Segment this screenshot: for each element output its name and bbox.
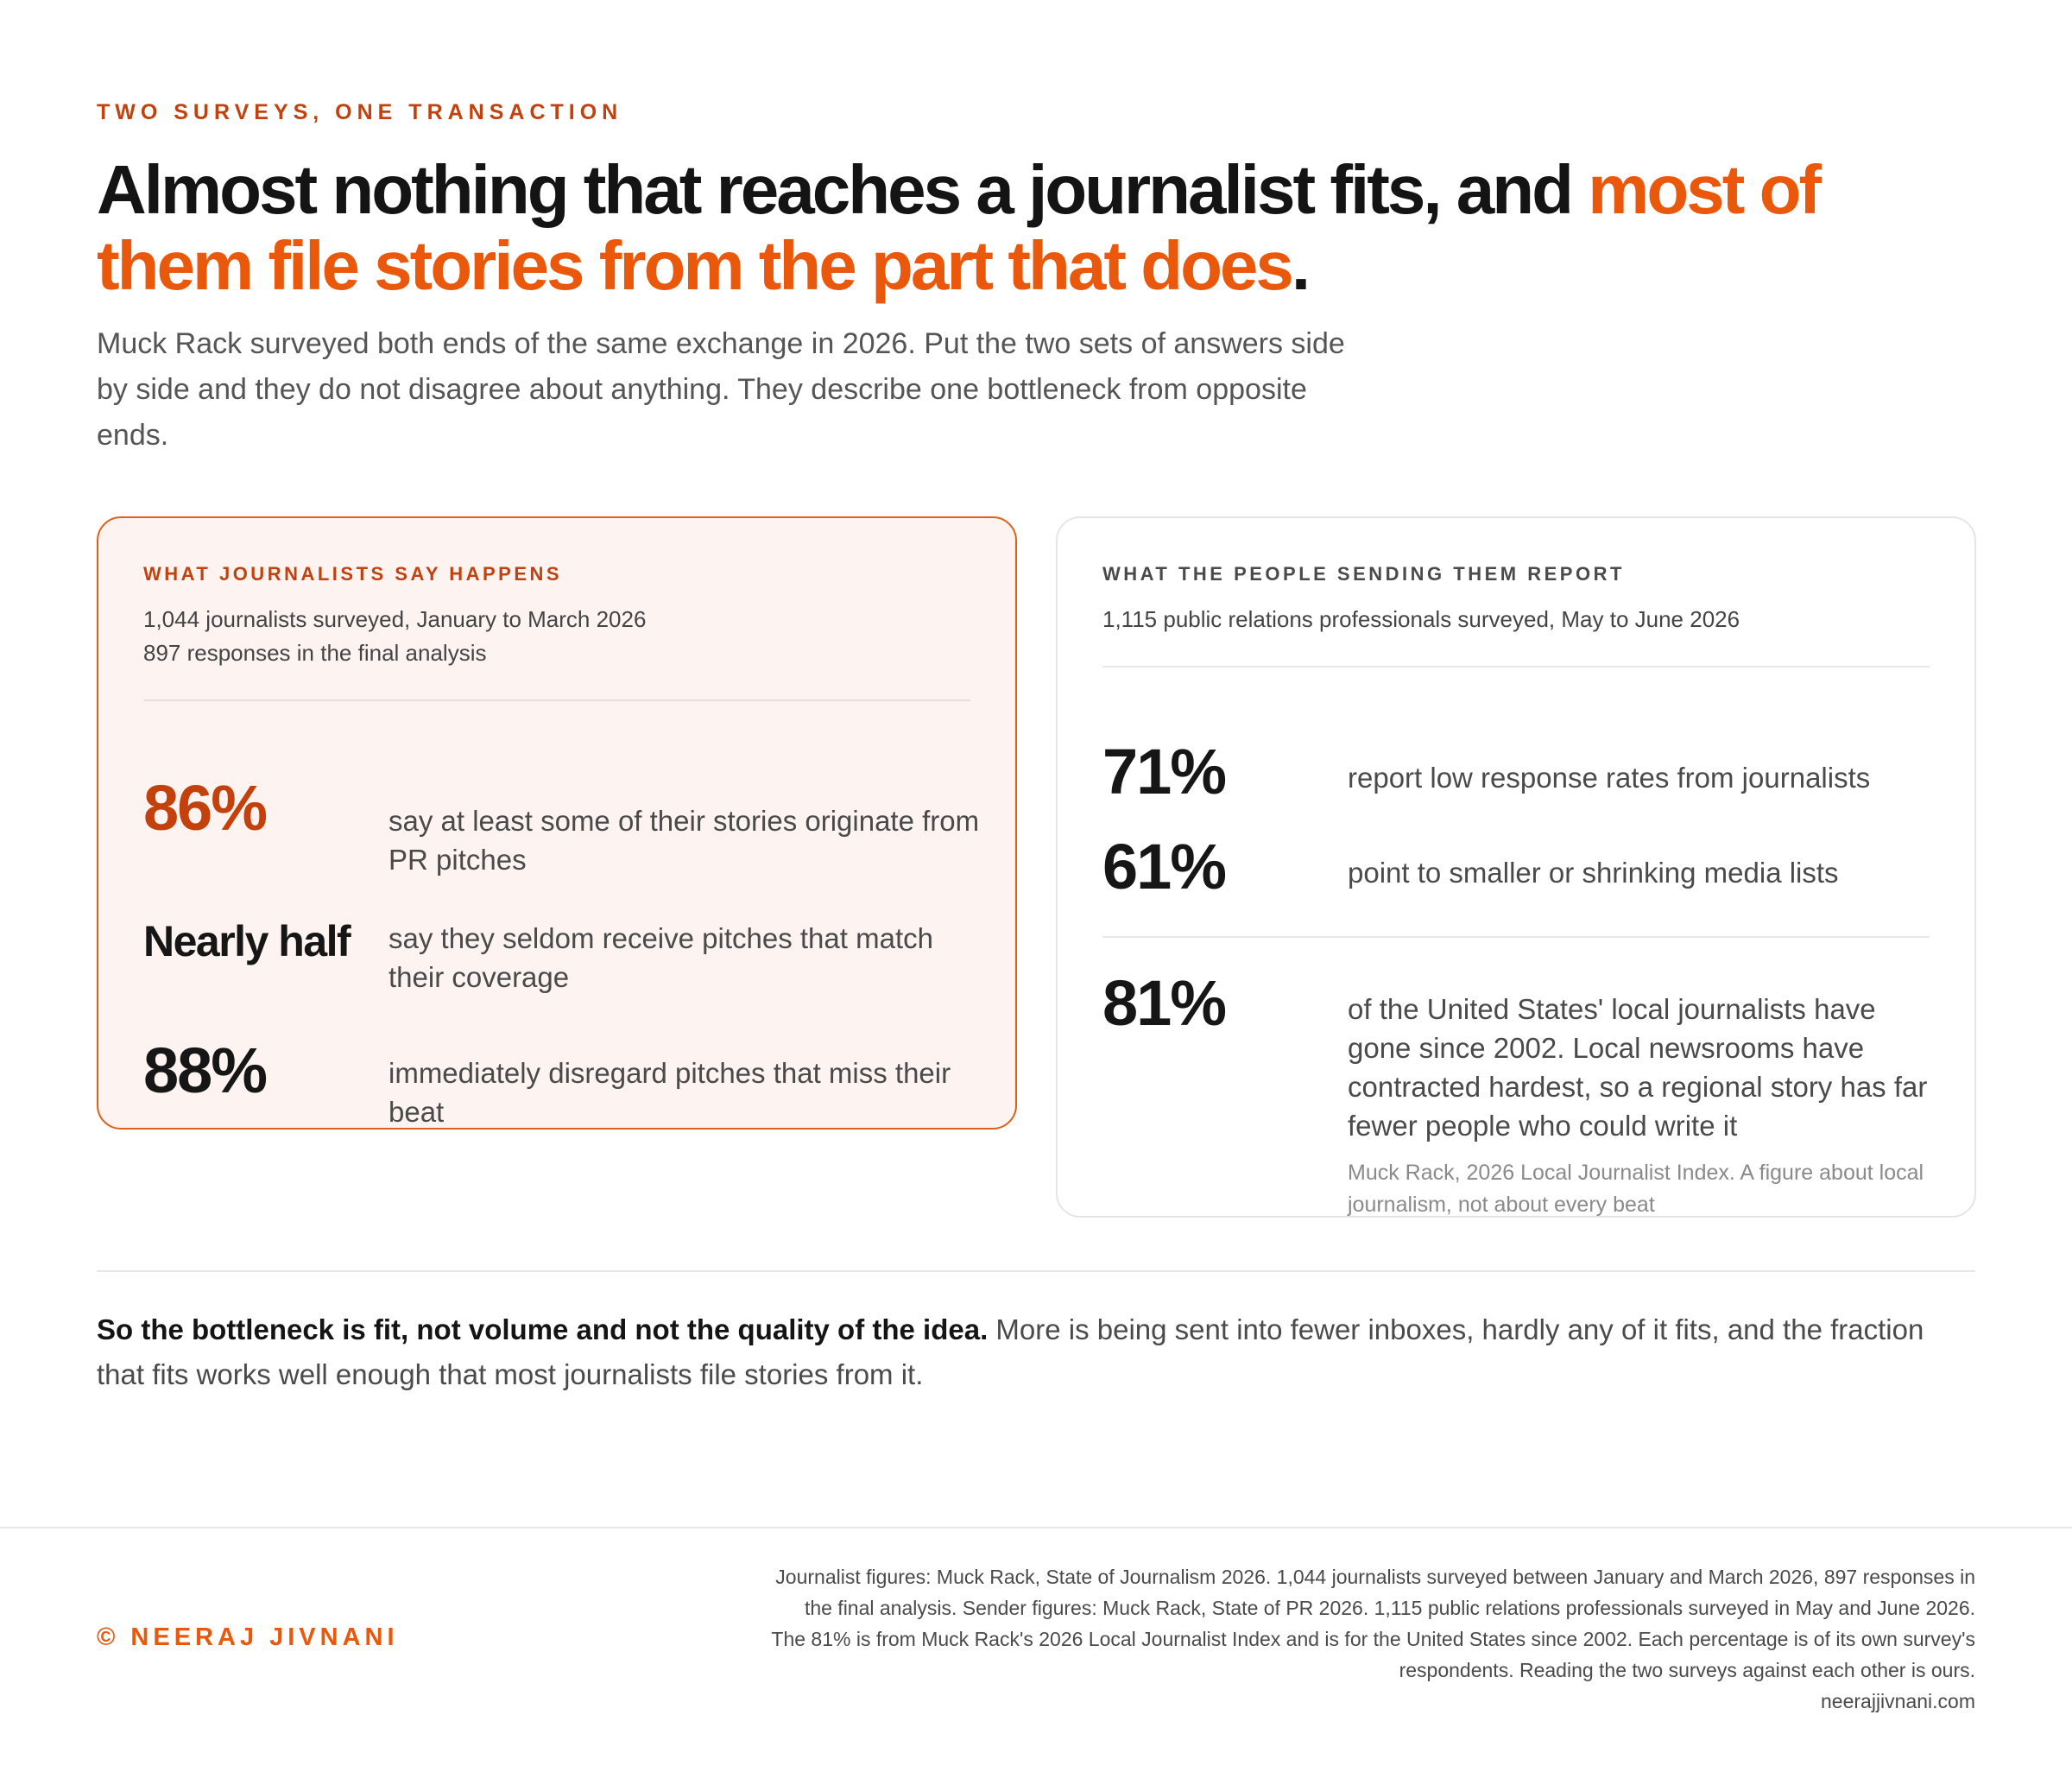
senders-card-meta: 1,115 public relations professionals sur…: [1102, 603, 1930, 636]
journalists-meta-line-2: 897 responses in the final analysis: [143, 640, 487, 666]
stat-description: immediately disregard pitches that miss …: [388, 1057, 951, 1128]
senders-card: WHAT THE PEOPLE SENDING THEM REPORT 1,11…: [1056, 516, 1976, 1218]
headline-accent: most of them file stories from the part …: [97, 151, 1822, 304]
journalists-card-label: WHAT JOURNALISTS SAY HAPPENS: [143, 563, 563, 585]
headline-end: .: [1291, 227, 1311, 304]
journalists-card: WHAT JOURNALISTS SAY HAPPENS 1,044 journ…: [97, 516, 1017, 1130]
sources-text: Journalist figures: Muck Rack, State of …: [771, 1566, 1975, 1681]
site-url: neerajjivnani.com: [1821, 1690, 1975, 1712]
headline-plain: Almost nothing that reaches a journalist…: [97, 151, 1589, 228]
stat-description: point to smaller or shrinking media list…: [1348, 857, 1839, 889]
senders-card-divider-top: [1102, 666, 1930, 668]
sources-note: Journalist figures: Muck Rack, State of …: [767, 1561, 1975, 1717]
stat-source-note: Muck Rack, 2026 Local Journalist Index. …: [1348, 1161, 1924, 1217]
senders-card-label: WHAT THE PEOPLE SENDING THEM REPORT: [1102, 563, 1625, 585]
stat-figure: 88%: [143, 1035, 268, 1106]
headline: Almost nothing that reaches a journalist…: [97, 152, 1979, 304]
stat-figure: Nearly half: [143, 917, 351, 965]
footer-divider: [0, 1527, 2072, 1528]
senders-meta-line-1: 1,115 public relations professionals sur…: [1102, 606, 1740, 632]
conclusion-bold: So the bottleneck is fit, not volume and…: [97, 1313, 989, 1345]
stat-description: say at least some of their stories origi…: [388, 805, 980, 876]
senders-card-divider-bottom: [1102, 936, 1930, 938]
kicker: TWO SURVEYS, ONE TRANSACTION: [97, 100, 623, 124]
stat-description: of the United States' local journalists …: [1348, 993, 1928, 1142]
journalists-meta-line-1: 1,044 journalists surveyed, January to M…: [143, 606, 647, 632]
stat-description: report low response rates from journalis…: [1348, 762, 1871, 794]
section-divider: [97, 1270, 1975, 1272]
stat-figure: 71%: [1102, 736, 1227, 807]
conclusion-rest: More is being sent into fewer inboxes, h…: [97, 1313, 1924, 1390]
stat-figure: 86%: [143, 772, 268, 844]
author-credit: © NEERAJ JIVNANI: [97, 1623, 399, 1651]
stat-figure: 61%: [1102, 831, 1227, 902]
conclusion-paragraph: So the bottleneck is fit, not volume and…: [97, 1307, 1979, 1397]
stat-description: say they seldom receive pitches that mat…: [388, 922, 933, 993]
stat-figure: 81%: [1102, 967, 1227, 1039]
journalists-card-meta: 1,044 journalists surveyed, January to M…: [143, 603, 970, 670]
journalists-card-divider: [143, 699, 970, 701]
intro-paragraph: Muck Rack surveyed both ends of the same…: [97, 327, 1345, 452]
